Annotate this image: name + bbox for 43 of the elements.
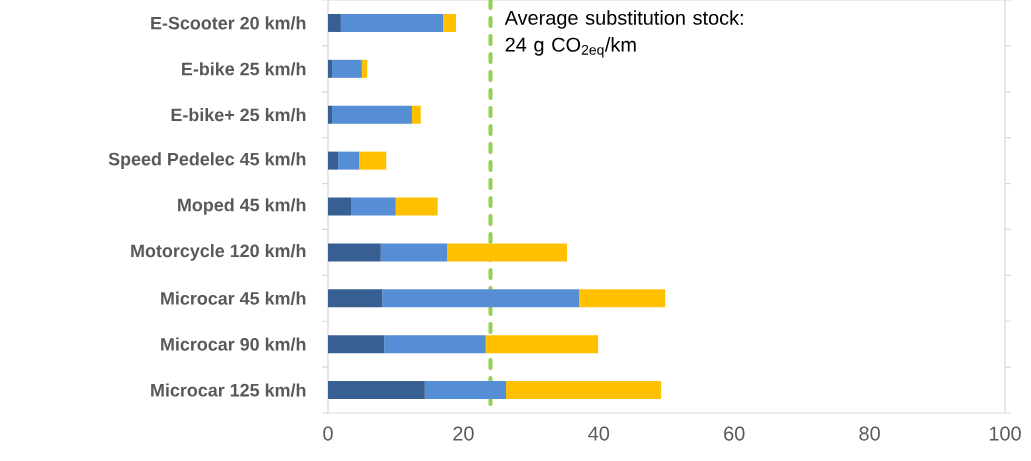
bar — [361, 59, 368, 78]
bar — [380, 243, 448, 262]
bar — [328, 289, 383, 308]
y-tick-label: E-Scooter 20 km/h — [151, 16, 306, 30]
bar — [332, 105, 412, 124]
bar — [332, 59, 362, 78]
bar — [328, 335, 385, 354]
bar — [328, 151, 339, 170]
bar — [395, 197, 438, 216]
x-tick-label: 40 — [588, 426, 610, 441]
bar — [506, 381, 662, 400]
bar — [328, 197, 352, 216]
bar — [447, 243, 567, 262]
x-tick-label: 100 — [989, 426, 1021, 441]
bar — [359, 151, 387, 170]
ref-line-label: Average substitution stock: 24 g CO$_{2eq}$/km — [504, 10, 743, 58]
y-tick-label: Moped 45 km/h — [178, 198, 306, 215]
bar — [579, 289, 666, 308]
bar — [328, 105, 333, 124]
bar — [338, 151, 360, 170]
y-tick-label: Microcar 90 km/h — [161, 337, 306, 351]
y-tick-label: E-bike+ 25 km/h — [171, 108, 306, 122]
x-tick-label: 20 — [453, 426, 474, 441]
x-tick-label: 80 — [859, 426, 880, 441]
y-tick-label: Motorcycle 120 km/h — [131, 244, 306, 261]
bar — [351, 197, 396, 216]
bar — [328, 13, 341, 32]
y-tick-label: Microcar 125 km/h — [151, 383, 306, 397]
y-tick-label: Microcar 45 km/h — [161, 291, 306, 305]
bar — [443, 13, 456, 32]
bar — [328, 59, 333, 78]
bar — [340, 13, 444, 32]
bar — [424, 381, 507, 400]
y-tick-label: E-bike 25 km/h — [182, 62, 306, 76]
y-tick-label: Speed Pedelec 45 km/h — [108, 152, 306, 169]
bar — [485, 335, 599, 354]
bar — [328, 243, 381, 262]
bar — [384, 335, 486, 354]
bar — [411, 105, 421, 124]
bar — [382, 289, 580, 308]
x-tick-label: 0 — [323, 426, 333, 441]
x-tick-label: 60 — [724, 426, 745, 441]
bar — [328, 381, 425, 400]
